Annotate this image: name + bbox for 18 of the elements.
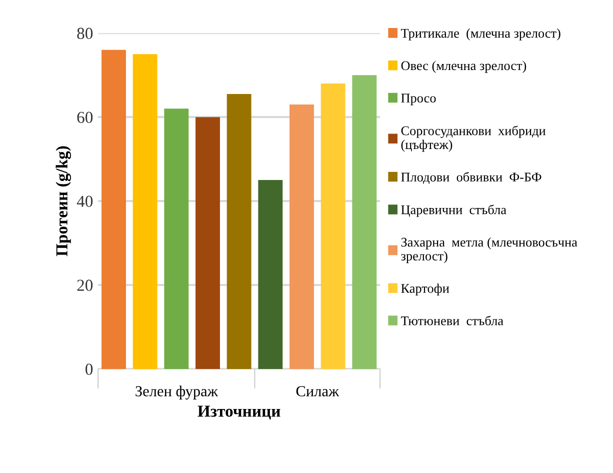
legend-label: Овес (млечна зрелост): [401, 60, 526, 73]
y-tick-label: 80: [77, 28, 93, 40]
legend-label: Тютюневи стъбла: [400, 316, 504, 326]
y-axis-title: Протеин (g/kg): [56, 146, 71, 256]
legend-label: Плодови обвивки Ф-БФ: [401, 172, 542, 184]
x-axis-title: Източници: [198, 406, 280, 420]
y-tick-label: 60: [77, 112, 93, 124]
y-tick-label: 0: [86, 364, 93, 375]
y-tick-label: 20: [77, 280, 93, 291]
legend-label: Захарна метла (млечновосъчна зрелост): [401, 237, 578, 264]
y-tick-label: 40: [76, 196, 93, 207]
x-tick-label: Зелен фураж: [136, 386, 218, 400]
legend-label: Просо: [401, 94, 436, 106]
legend-label: Царевични стъбла: [401, 204, 506, 217]
legend-label: Картофи: [401, 284, 450, 296]
x-tick-label: Силаж: [296, 386, 340, 396]
legend-label: Тритикале (млечна зрелост): [400, 28, 560, 40]
legend-label: Соргосуданкови хибриди (цъфтеж): [401, 126, 546, 152]
